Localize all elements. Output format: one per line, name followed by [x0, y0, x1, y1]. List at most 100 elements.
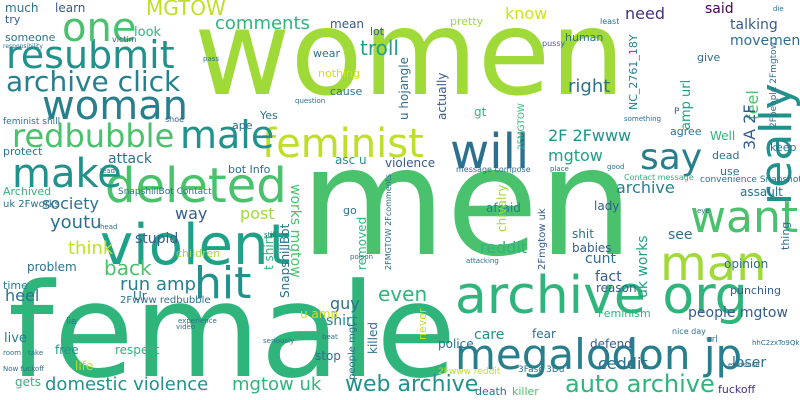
word-say: say: [640, 137, 703, 178]
word-afraid: afraid: [486, 201, 521, 215]
word-post: post: [240, 204, 275, 223]
word-dead: dead: [712, 149, 740, 162]
word-time: time: [3, 279, 28, 292]
word-feminist: feminist: [262, 121, 424, 167]
word-room: room: [3, 349, 22, 357]
word-heel: heel: [5, 286, 40, 305]
word-evidence: evidence: [728, 361, 760, 369]
word-society: society: [42, 194, 99, 213]
word-question: question: [295, 97, 326, 105]
word-even: even: [378, 282, 428, 306]
word-free: free: [55, 343, 79, 357]
word-respect: respect: [115, 343, 160, 357]
word-SnapshillBot-Contact: SnapshillBot Contact: [118, 187, 212, 197]
word-pretty: pretty: [450, 15, 484, 28]
word-NC_2761_18Y: NC_2761_18Y: [627, 34, 640, 110]
word-keep: keep: [770, 141, 797, 154]
word-guy: guy: [330, 294, 360, 313]
word-t-shirt: t shirt: [262, 234, 276, 270]
word-uk-2Fworks: uk 2Fworks: [3, 199, 60, 210]
word-problem: problem: [27, 260, 77, 274]
word-know: know: [505, 4, 548, 23]
word-archive-click: archive click: [6, 65, 181, 98]
word-message-compose: message compose: [456, 165, 531, 174]
word-bot-Info: bot Info: [228, 163, 271, 176]
word-responsibility: responsibility: [3, 43, 43, 50]
word-killed: killed: [366, 322, 380, 354]
word-2FMGTOW: 2FMGTOW: [517, 103, 527, 150]
word-human: human: [565, 31, 604, 44]
word-still: still: [264, 231, 277, 239]
word-female: female: [8, 255, 457, 400]
word-stop: stop: [315, 349, 341, 363]
word-video: video: [176, 323, 196, 331]
word-male: male: [180, 113, 275, 157]
word-take: take: [28, 349, 44, 357]
word-talking: talking: [730, 17, 778, 33]
word-way: way: [175, 204, 208, 223]
word-troll: troll: [360, 36, 399, 60]
word-run-amp: run amp: [120, 274, 196, 295]
word-megalodon-jp: megalodon jp: [455, 330, 743, 379]
word-death: death: [475, 385, 507, 398]
word-will: will: [450, 124, 530, 180]
word-2F-2Fwww: 2F 2Fwww: [548, 126, 632, 145]
word-shoe: shoe: [165, 115, 185, 124]
word-mean: mean: [330, 17, 365, 31]
word-place: place: [550, 165, 569, 173]
word-chivalry: chivalry: [495, 184, 509, 232]
word-2FMGTOW-2Fcomments: 2FMGTOW 2Fcomments: [384, 173, 393, 270]
word-u-hojangle: u hojangle: [397, 57, 411, 120]
word-gt: gt: [474, 105, 487, 119]
word-people-mgtow: people mgtow: [688, 305, 788, 321]
word-loser: loser: [732, 355, 767, 371]
word-2Fwww-reddit: 2Fwww reddit: [438, 367, 501, 377]
word-shit: shit: [572, 227, 594, 241]
word-man: man: [660, 236, 767, 292]
word-comments: comments: [215, 13, 310, 34]
word-fuckoff: fuckoff: [718, 383, 756, 396]
word-learn: learn: [55, 1, 86, 15]
word-3Fasc-3Du: 3Fasc 3Du: [518, 365, 565, 375]
word-MGTOW: MGTOW: [146, 0, 226, 20]
word-Now-fuckoff: Now fuckoff: [3, 365, 45, 373]
word-experience: experience: [178, 317, 217, 325]
word-amp-url: amp url: [679, 79, 694, 130]
word-need: need: [625, 4, 665, 23]
word-men: men: [300, 116, 634, 290]
word-3A-2F: 3A 2F: [740, 104, 759, 150]
word-attack: attack: [108, 151, 152, 167]
word-life: life: [75, 359, 94, 373]
word-people-mgt: people mgt: [347, 322, 358, 380]
word-mgtow-uk: mgtow uk: [232, 374, 322, 395]
word-reddit: reddit: [480, 238, 528, 257]
word-redbubble: redbubble: [12, 117, 175, 155]
word-children: children: [176, 247, 221, 260]
word-live: live: [4, 331, 27, 346]
word-convenience-Snapshots: convenience Snapshots: [700, 175, 800, 185]
word-lady: lady: [594, 199, 620, 213]
word-agree: agree: [670, 125, 702, 138]
word-2Fwww-redbubble: 2Fwww redbubble: [120, 295, 211, 306]
word-deleted: deleted: [105, 158, 287, 214]
word-good: good: [607, 163, 625, 171]
word-web-archive: web archive: [345, 372, 479, 397]
word-P: P: [674, 107, 680, 117]
word-youtu: youtu: [50, 212, 102, 233]
word-violent: violent: [100, 213, 291, 278]
word-head: head: [100, 223, 118, 231]
word-opinion: opinion: [724, 257, 769, 271]
word-reason: reason: [596, 281, 637, 295]
word-archive-org: archive org: [455, 266, 748, 326]
word-go: go: [343, 204, 357, 217]
word-Ur: Ur: [133, 289, 147, 303]
word-police: police: [438, 337, 474, 351]
word-beat: beat: [322, 333, 338, 341]
word-Archived: Archived: [3, 185, 52, 198]
word-see: see: [668, 227, 693, 243]
word-seriously: seriously: [263, 337, 295, 345]
word-resubmit: resubmit: [6, 33, 175, 77]
word-punching: punching: [730, 284, 781, 297]
word-killer: killer: [512, 385, 539, 398]
